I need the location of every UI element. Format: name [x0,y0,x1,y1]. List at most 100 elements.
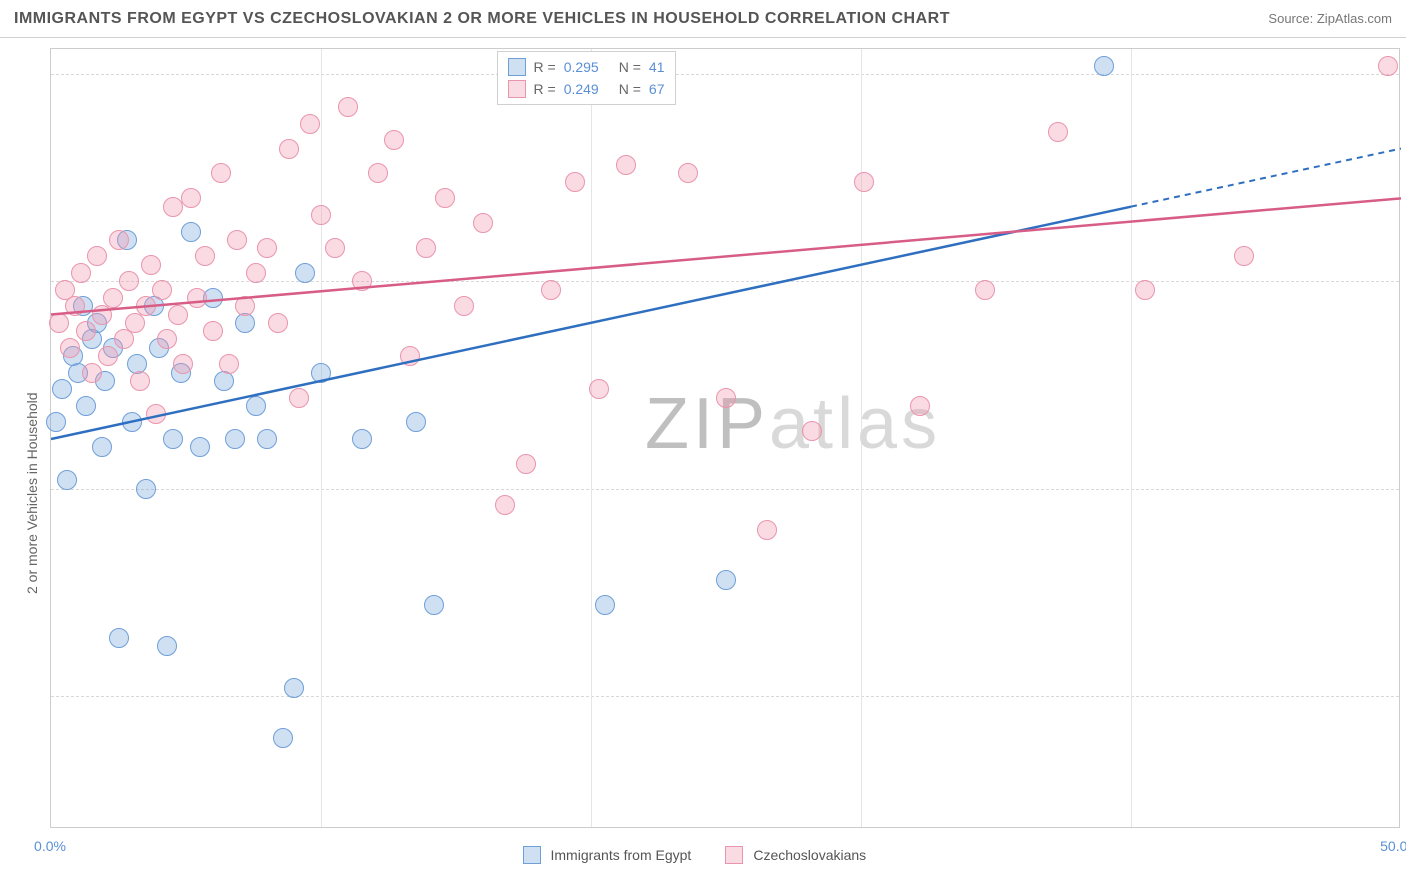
scatter-point-egypt [225,429,245,449]
scatter-point-czech [289,388,309,408]
watermark: ZIPatlas [645,383,941,465]
scatter-point-czech [300,114,320,134]
scatter-point-czech [854,172,874,192]
scatter-point-czech [454,296,474,316]
scatter-point-czech [76,321,96,341]
scatter-point-czech [910,396,930,416]
title-bar: IMMIGRANTS FROM EGYPT VS CZECHOSLOVAKIAN… [0,0,1406,38]
gridline-horizontal [51,489,1399,490]
gridline-vertical [321,49,322,827]
scatter-point-czech [141,255,161,275]
legend-swatch-egypt [523,846,541,864]
scatter-point-czech [400,346,420,366]
source-attribution: Source: ZipAtlas.com [1268,11,1392,26]
scatter-point-czech [1135,280,1155,300]
scatter-point-czech [495,495,515,515]
legend-stats: R =0.295N =41 R = 0.249 N = 67 [497,51,676,105]
scatter-point-egypt [424,595,444,615]
gridline-vertical [861,49,862,827]
scatter-point-egypt [295,263,315,283]
scatter-point-egypt [52,379,72,399]
scatter-point-czech [975,280,995,300]
yaxis-title: 2 or more Vehicles in Household [24,392,40,594]
scatter-point-egypt [122,412,142,432]
chart-title: IMMIGRANTS FROM EGYPT VS CZECHOSLOVAKIAN… [14,10,950,28]
scatter-point-egypt [273,728,293,748]
legend-swatch-egypt [508,58,526,76]
scatter-point-czech [98,346,118,366]
scatter-point-czech [352,271,372,291]
scatter-point-egypt [92,437,112,457]
scatter-point-egypt [246,396,266,416]
scatter-point-czech [65,296,85,316]
scatter-point-czech [473,213,493,233]
scatter-point-egypt [163,429,183,449]
scatter-point-egypt [46,412,66,432]
scatter-point-czech [616,155,636,175]
source-label: Source: [1268,11,1313,26]
scatter-point-egypt [406,412,426,432]
gridline-horizontal [51,74,1399,75]
scatter-point-czech [435,188,455,208]
scatter-point-czech [1234,246,1254,266]
scatter-point-czech [103,288,123,308]
scatter-point-czech [678,163,698,183]
scatter-point-czech [589,379,609,399]
scatter-point-egypt [109,628,129,648]
trendline-extrapolated-egypt [1131,149,1401,207]
scatter-point-egypt [136,479,156,499]
legend-stats-row-czech: R = 0.249 N = 67 [508,78,665,100]
scatter-point-egypt [190,437,210,457]
scatter-point-czech [119,271,139,291]
legend-label-egypt: Immigrants from Egypt [551,847,692,863]
scatter-point-czech [203,321,223,341]
scatter-point-czech [1048,122,1068,142]
scatter-point-czech [325,238,345,258]
scatter-point-czech [235,296,255,316]
scatter-point-egypt [181,222,201,242]
scatter-point-czech [757,520,777,540]
scatter-point-czech [157,329,177,349]
gridline-vertical [1131,49,1132,827]
legend-n-value: 67 [649,81,665,97]
scatter-point-czech [246,263,266,283]
scatter-point-czech [82,363,102,383]
scatter-point-czech [60,338,80,358]
scatter-point-czech [195,246,215,266]
legend-r-label: R = [534,81,556,97]
gridline-vertical [591,49,592,827]
scatter-point-czech [49,313,69,333]
scatter-point-czech [109,230,129,250]
legend-n-value: 41 [649,59,665,75]
legend-stats-row-egypt: R =0.295N =41 [508,56,665,78]
scatter-point-czech [92,305,112,325]
scatter-point-czech [257,238,277,258]
scatter-point-czech [187,288,207,308]
scatter-point-egypt [1094,56,1114,76]
scatter-point-egypt [57,470,77,490]
scatter-point-czech [152,280,172,300]
scatter-point-czech [338,97,358,117]
xtick-label: 0.0% [34,838,66,854]
scatter-point-czech [168,305,188,325]
scatter-point-egypt [311,363,331,383]
scatter-point-czech [268,313,288,333]
legend-r-value: 0.295 [564,59,599,75]
trendline-czech [51,198,1401,314]
legend-swatch-czech [508,80,526,98]
scatter-point-egypt [352,429,372,449]
scatter-point-czech [565,172,585,192]
trendlines-layer [51,49,1401,829]
scatter-point-czech [416,238,436,258]
legend-n-label: N = [619,81,641,97]
scatter-point-czech [279,139,299,159]
scatter-point-czech [516,454,536,474]
scatter-point-egypt [284,678,304,698]
scatter-point-czech [71,263,91,283]
scatter-point-czech [130,371,150,391]
gridline-horizontal [51,696,1399,697]
scatter-point-czech [219,354,239,374]
scatter-point-czech [211,163,231,183]
scatter-point-czech [311,205,331,225]
legend-r-value: 0.249 [564,81,599,97]
